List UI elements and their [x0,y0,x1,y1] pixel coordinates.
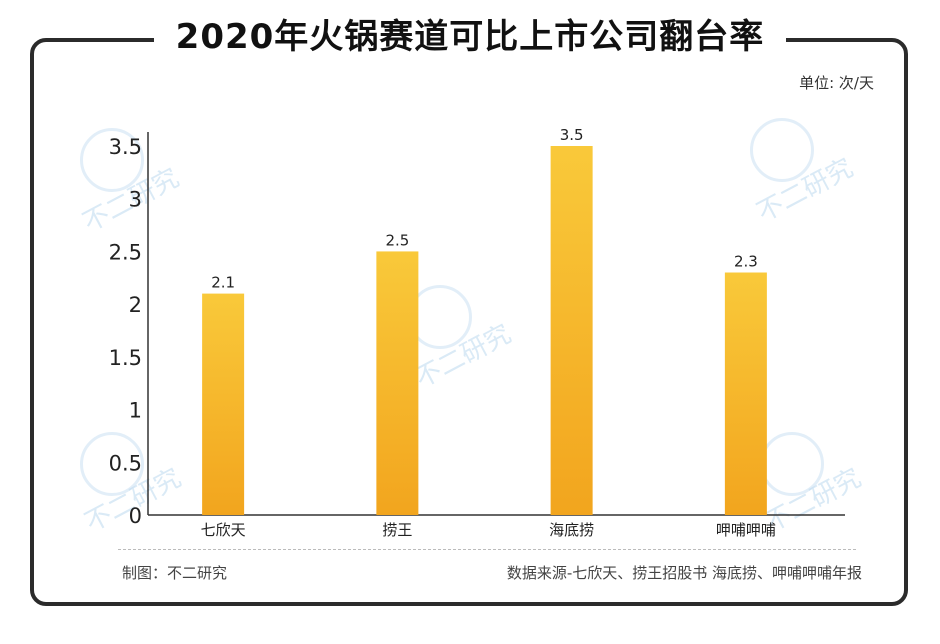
watermark-logo-icon [750,118,814,182]
footer-credit: 制图：不二研究 [122,564,228,582]
data-label: 2.5 [385,231,409,249]
data-label: 2.3 [734,253,758,271]
bar [550,146,593,515]
watermark-logo-icon [80,432,144,496]
footer-divider [118,549,856,550]
bar [724,272,767,515]
y-tick-label: 2 [129,293,142,317]
y-tick-label: 0.5 [109,451,142,475]
y-tick-label: 1 [129,399,142,423]
y-tick-label: 3 [129,188,142,212]
y-tick-label: 3.5 [109,135,142,159]
chart-labels: 2.1 七欣天 2.5 捞王 3.5 海底捞 2.3 呷哺呷哺 [201,126,776,539]
x-tick-label: 海底捞 [549,521,594,539]
x-tick-label: 七欣天 [201,521,246,539]
chart-bars [202,146,767,515]
chart-title: 2020年火锅赛道可比上市公司翻台率 [153,12,787,62]
bar [202,293,245,515]
y-tick-label: 2.5 [109,240,142,264]
unit-label: 单位: 次/天 [799,74,874,92]
title-wrap: 2020年火锅赛道可比上市公司翻台率 [0,12,940,62]
x-tick-label: 呷哺呷哺 [716,521,776,539]
y-tick-label: 1.5 [109,346,142,370]
x-tick-label: 捞王 [382,521,412,539]
footer-source: 数据来源-七欣天、捞王招股书 海底捞、呷哺呷哺年报 [506,564,862,582]
bar [376,251,419,515]
data-label: 2.1 [211,274,235,292]
y-tick-label: 0 [129,504,142,528]
data-label: 3.5 [560,126,584,144]
watermark-logo-icon [80,128,144,192]
